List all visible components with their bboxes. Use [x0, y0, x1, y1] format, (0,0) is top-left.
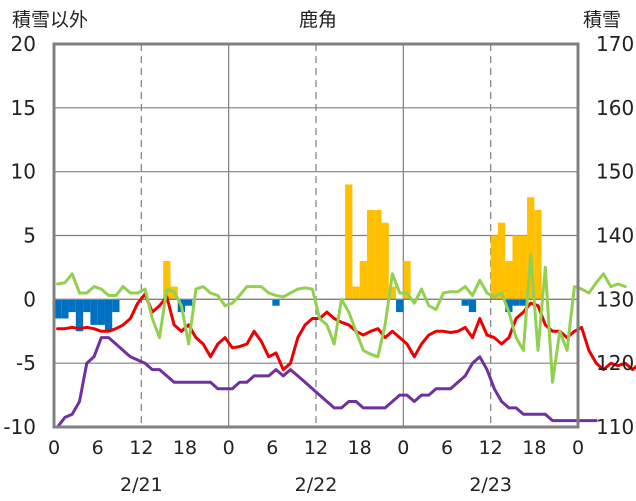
blue-bar — [61, 299, 69, 319]
orange-bar — [366, 209, 375, 300]
x-tick-label: 6 — [441, 437, 453, 459]
blue-bar — [519, 299, 528, 306]
bars — [54, 184, 542, 332]
left-tick-label: 10 — [11, 160, 36, 184]
left-y-ticks: 20 15 10 5 0 -5 -10 — [3, 32, 36, 439]
x-tick-label: 6 — [266, 437, 278, 459]
orange-bar — [381, 222, 389, 300]
x-tick-label: 0 — [48, 437, 60, 459]
blue-bar — [468, 299, 477, 313]
right-tick-label: 140 — [596, 224, 634, 248]
right-tick-label: 130 — [596, 287, 634, 311]
right-y-ticks: 170 160 150 140 130 120 110 — [596, 32, 634, 439]
orange-bar — [490, 235, 498, 300]
blue-bar — [185, 299, 193, 306]
blue-bar — [75, 299, 84, 332]
left-tick-label: -10 — [3, 415, 36, 439]
right-axis-title: 積雪 — [583, 9, 621, 31]
orange-bar — [505, 261, 513, 300]
date-labels: 2/21 2/22 2/23 — [120, 474, 512, 496]
plot-frame — [52, 42, 580, 429]
x-tick-label: 12 — [304, 437, 328, 459]
series-lines — [56, 253, 636, 429]
left-tick-label: 0 — [23, 287, 36, 311]
orange-bar — [388, 286, 397, 300]
right-tick-label: 160 — [596, 96, 634, 120]
left-tick-label: 15 — [11, 96, 36, 120]
blue-bar — [272, 299, 280, 306]
right-tick-label: 110 — [596, 415, 634, 439]
x-ticks: 0 6 12 18 0 6 12 18 0 6 12 18 0 — [48, 437, 584, 459]
right-tick-label: 170 — [596, 32, 634, 56]
left-tick-label: 5 — [23, 224, 36, 248]
blue-bar — [461, 299, 469, 306]
x-tick-label: 18 — [522, 437, 546, 459]
blue-bar — [90, 299, 98, 325]
orange-bar — [352, 286, 360, 300]
blue-bar — [54, 299, 62, 319]
blue-bar — [104, 299, 113, 332]
orange-bar — [497, 222, 506, 300]
blue-bar — [505, 299, 513, 313]
purple-series-line — [56, 336, 598, 429]
x-tick-label: 0 — [397, 437, 409, 459]
x-tick-label: 0 — [223, 437, 235, 459]
left-tick-label: -5 — [16, 351, 36, 375]
right-tick-label: 120 — [596, 351, 634, 375]
x-tick-label: 0 — [572, 437, 584, 459]
x-tick-label: 18 — [348, 437, 372, 459]
blue-bar — [512, 299, 520, 306]
blue-bar — [396, 299, 404, 313]
left-axis-title: 積雪以外 — [12, 9, 88, 31]
blue-bar — [68, 299, 76, 313]
orange-bar — [519, 235, 528, 300]
orange-bar — [527, 197, 535, 300]
date-label: 2/23 — [469, 474, 512, 496]
orange-bar — [163, 261, 171, 300]
x-tick-label: 6 — [92, 437, 104, 459]
x-tick-label: 18 — [173, 437, 197, 459]
right-tick-label: 150 — [596, 160, 634, 184]
blue-bar — [112, 299, 120, 313]
x-tick-label: 12 — [479, 437, 503, 459]
blue-bar — [83, 299, 91, 313]
orange-bar — [403, 261, 411, 300]
x-tick-label: 12 — [129, 437, 153, 459]
orange-bar — [374, 209, 382, 300]
green-series-line — [56, 253, 627, 384]
orange-bar — [345, 184, 353, 300]
orange-bar — [534, 209, 542, 300]
date-label: 2/22 — [295, 474, 338, 496]
date-label: 2/21 — [120, 474, 163, 496]
orange-bar — [512, 235, 520, 300]
blue-bar — [97, 299, 105, 325]
chart-title: 鹿角 — [299, 9, 337, 31]
left-tick-label: 20 — [11, 32, 36, 56]
orange-bar — [359, 261, 367, 300]
red-series-line — [56, 292, 636, 372]
